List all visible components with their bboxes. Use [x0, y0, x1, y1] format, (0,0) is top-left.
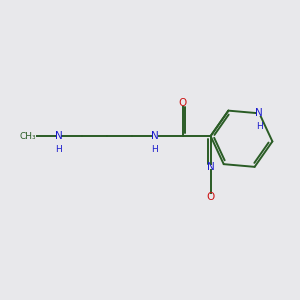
Bar	[256, 111, 262, 116]
Text: N: N	[55, 131, 62, 141]
Text: H: H	[256, 122, 263, 131]
Text: CH₃: CH₃	[19, 131, 36, 140]
Text: O: O	[178, 98, 187, 109]
Bar	[152, 134, 158, 138]
Text: H: H	[55, 145, 62, 154]
Text: N: N	[151, 131, 159, 141]
Bar	[180, 101, 185, 106]
Text: N: N	[255, 108, 263, 118]
Bar	[208, 165, 213, 169]
Bar	[56, 134, 61, 138]
Text: N: N	[207, 162, 214, 172]
Text: O: O	[206, 191, 215, 202]
Bar	[208, 194, 213, 199]
Bar	[19, 132, 36, 140]
Text: H: H	[152, 145, 158, 154]
